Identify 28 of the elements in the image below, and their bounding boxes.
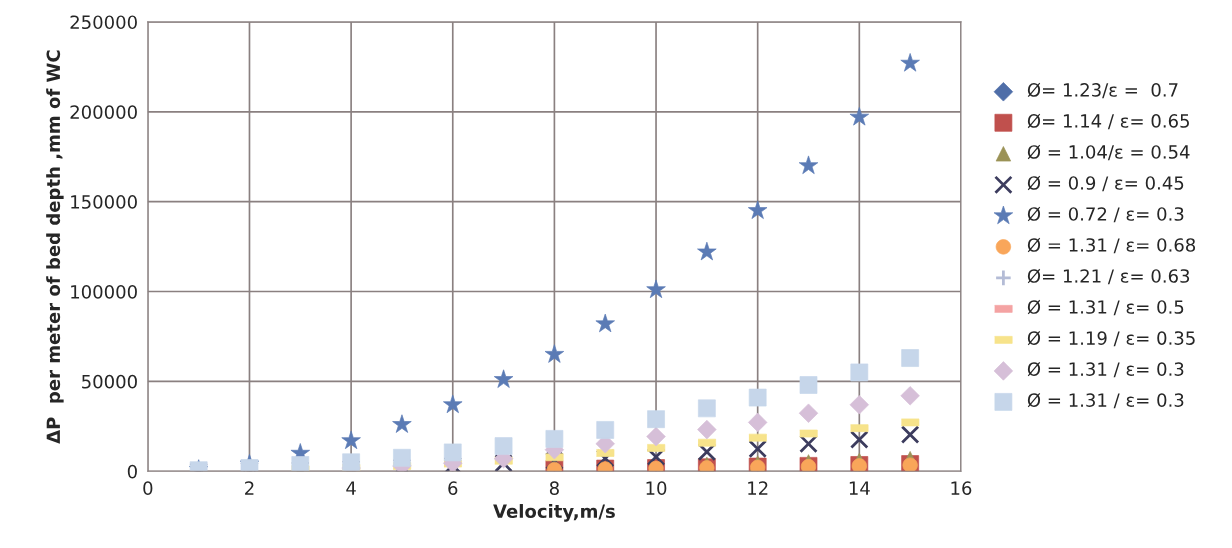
y-tick-label: 200000	[70, 105, 137, 119]
x-tick-label: 2	[245, 481, 254, 495]
y-axis-title: ΔP per meter of bed depth ,mm of WC	[46, 50, 64, 444]
x-tick-label: 8	[549, 481, 559, 495]
x-tick-label: 14	[849, 481, 870, 495]
legend-label: Ø = 1.31 / ε= 0.3	[1027, 361, 1184, 378]
y-tick-label: 100000	[71, 285, 137, 299]
legend-label: Ø= 1.23/ε = 0.7	[1027, 82, 1178, 99]
x-tick-label: 6	[448, 481, 458, 495]
x-tick-label: 10	[646, 481, 667, 495]
y-tick-label: 50000	[82, 374, 137, 389]
x-tick-label: 12	[748, 481, 768, 495]
x-axis-title: Velocity,m/s	[493, 504, 615, 522]
legend-label: Ø = 1.31 / ε= 0.68	[1027, 237, 1196, 254]
y-tick-label: 150000	[71, 195, 137, 209]
legend-label: Ø = 0.9 / ε= 0.45	[1027, 175, 1184, 192]
legend-label: Ø= 1.14 / ε= 0.65	[1027, 113, 1189, 130]
x-tick-label: 0	[143, 481, 153, 495]
y-tick-label: 0	[127, 464, 137, 479]
x-tick-label: 16	[951, 481, 972, 495]
legend-label: Ø = 1.31 / ε= 0.5	[1027, 299, 1184, 316]
legend-label: Ø = 1.04/ε = 0.54	[1027, 144, 1190, 161]
legend-label: Ø = 0.72 / ε= 0.3	[1027, 206, 1184, 223]
legend-label: Ø = 1.31 / ε= 0.3	[1027, 392, 1184, 409]
y-tick-label: 250000	[70, 15, 137, 30]
x-tick-label: 4	[346, 481, 356, 495]
legend-label: Ø= 1.21 / ε= 0.63	[1027, 268, 1190, 285]
legend-label: Ø = 1.19 / ε= 0.35	[1027, 330, 1195, 347]
